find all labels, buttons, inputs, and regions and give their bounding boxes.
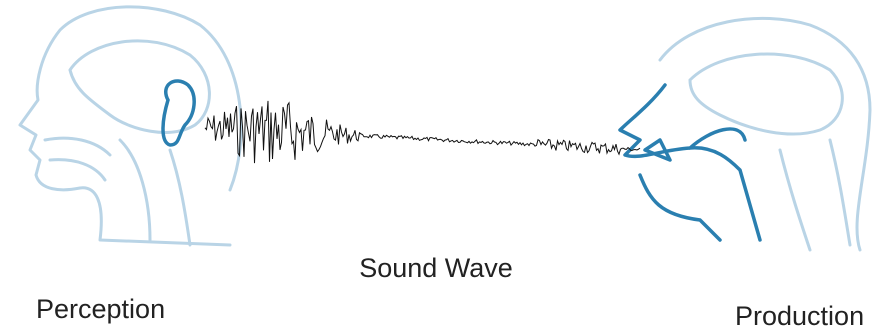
right-label: Production [735, 301, 864, 331]
center-label: Sound Wave [359, 253, 513, 283]
page: {"labels": {"center": "Sound Wave", "lef… [0, 0, 874, 335]
diagram: Sound Wave Perception Production [0, 0, 874, 335]
left-label: Perception [36, 294, 165, 324]
perception-head [20, 7, 241, 245]
production-head [620, 18, 870, 250]
sound-wave [205, 101, 640, 163]
waveform [205, 101, 640, 163]
